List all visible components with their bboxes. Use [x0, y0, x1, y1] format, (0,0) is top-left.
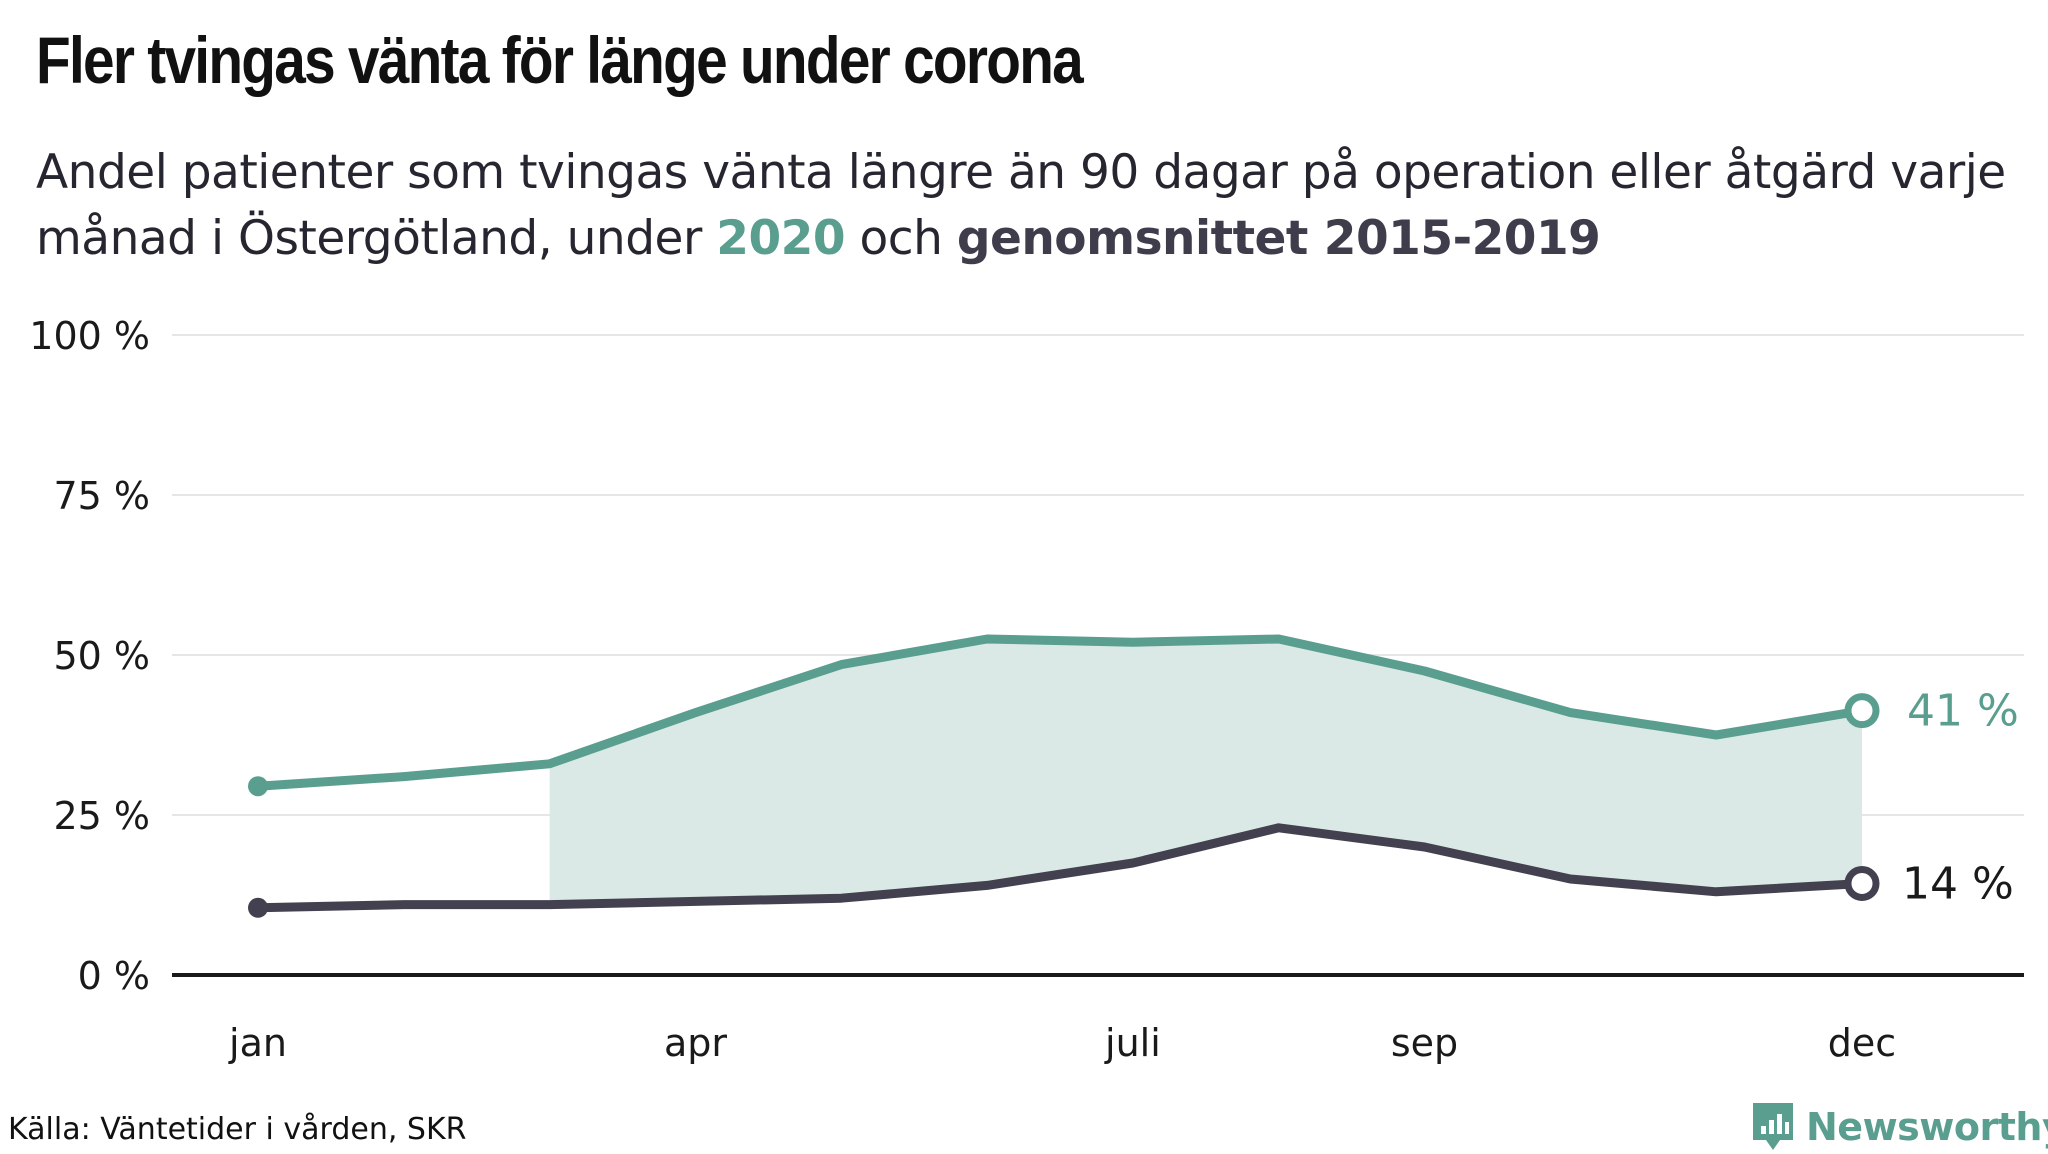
- source-note: Källa: Väntetider i vården, SKR: [8, 1112, 467, 1147]
- x-tick-label: sep: [1391, 1021, 1458, 1065]
- series-average-end-point: [1844, 865, 1880, 901]
- subtitle-highlight-2020: 2020: [716, 211, 846, 266]
- series-2020-end-label: 41 %: [1907, 686, 2019, 737]
- chart-subtitle: Andel patienter som tvingas vänta längre…: [36, 140, 2026, 272]
- brand-name: Newsworthy: [1806, 1105, 2048, 1149]
- y-tick-label: 75 %: [53, 474, 150, 518]
- y-tick-label: 100 %: [29, 314, 150, 358]
- series-average-end-label: 14 %: [1902, 858, 2014, 909]
- x-tick-label: apr: [664, 1021, 727, 1065]
- series-2020-line: [253, 634, 1867, 791]
- subtitle-text-2: och: [845, 211, 957, 266]
- series-2020-end-point: [1844, 693, 1880, 729]
- x-tick-label: jan: [228, 1021, 287, 1065]
- x-tick-label: juli: [1104, 1021, 1161, 1065]
- difference-area: [549, 639, 1862, 905]
- y-tick-label: 50 %: [53, 634, 150, 678]
- y-tick-label: 25 %: [53, 794, 150, 838]
- chart-title: Fler tvingas vänta för länge under coron…: [36, 23, 1084, 97]
- series-average-line: [253, 823, 1867, 913]
- series-average-start-point: [248, 897, 268, 918]
- newsworthy-logo-icon: [1753, 1103, 1793, 1150]
- y-tick-label: 0 %: [78, 954, 150, 998]
- subtitle-highlight-average: genomsnittet 2015-2019: [956, 211, 1601, 266]
- subtitle-text-1: Andel patienter som tvingas vänta längre…: [36, 145, 2006, 266]
- newsworthy-logo: Newsworthy: [1750, 1100, 2048, 1154]
- x-tick-label: dec: [1828, 1021, 1896, 1065]
- series-2020-start-point: [248, 776, 268, 797]
